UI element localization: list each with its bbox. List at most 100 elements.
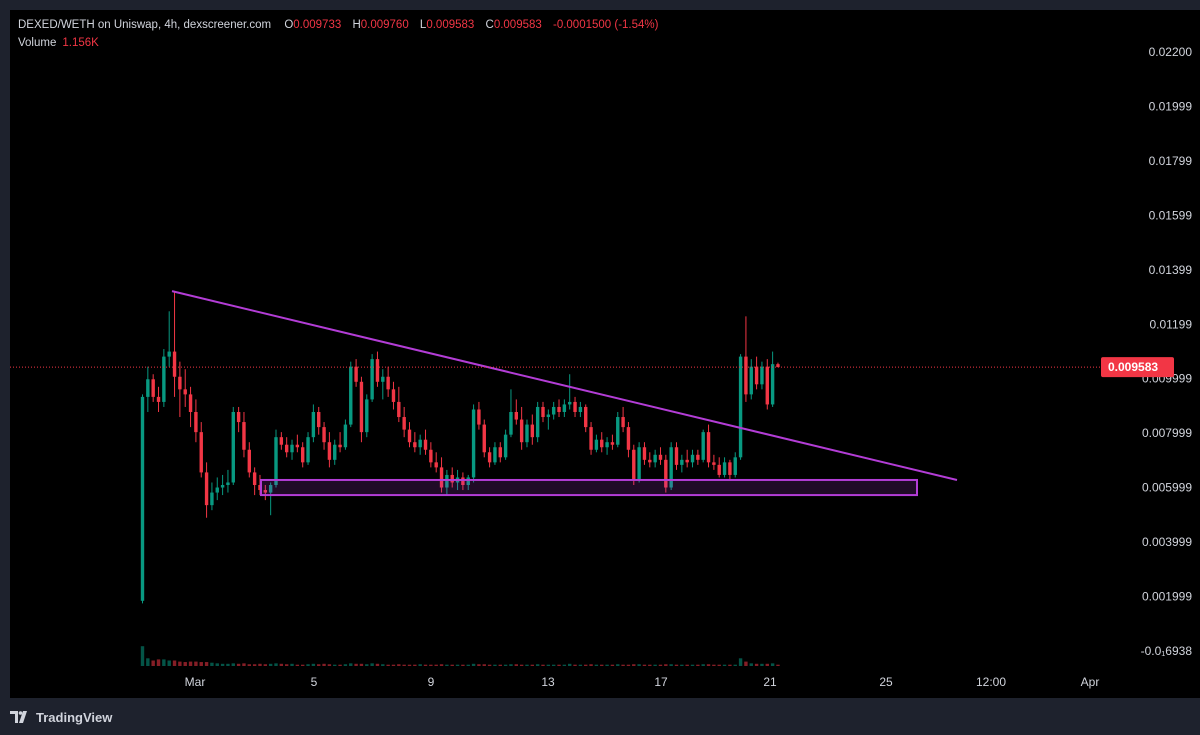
volume-bar [648, 664, 652, 666]
close-key: C [485, 19, 494, 31]
candle [210, 482, 214, 511]
candle [226, 469, 230, 493]
candle [391, 381, 396, 410]
candle [594, 434, 599, 453]
candle [760, 361, 764, 390]
candle [338, 432, 342, 453]
candle [407, 422, 412, 448]
candle [274, 429, 278, 488]
price-axis[interactable] [1100, 10, 1200, 668]
candle-body [354, 366, 358, 382]
candle-body [445, 474, 449, 488]
candle-body [461, 477, 465, 486]
volume-bar [156, 659, 161, 666]
volume-bar [680, 664, 684, 666]
volume-bar [573, 664, 577, 666]
volume-legend: Volume 1.156K [18, 37, 99, 49]
candle [327, 432, 332, 468]
last-price-label: 0.009583 [1108, 360, 1158, 374]
time-axis-labels: Mar 5 9 13 17 21 25 12:00 Apr [185, 675, 1100, 689]
candle-body [498, 447, 502, 458]
volume-bar [236, 663, 241, 666]
candle [717, 457, 721, 478]
candle-body [562, 404, 567, 412]
candle-body [333, 444, 337, 460]
price-tick-label: 0.01399 [1149, 263, 1193, 277]
candle [386, 366, 390, 397]
candle-body [605, 442, 609, 448]
candle [439, 457, 444, 493]
volume-bar [349, 663, 353, 666]
time-axis[interactable] [10, 668, 1200, 698]
candle-body [600, 439, 604, 448]
volume-bar [653, 664, 657, 666]
chart-plot-area[interactable] [10, 10, 1100, 668]
time-tick-label: 5 [311, 675, 318, 689]
candle [461, 472, 465, 491]
candle [284, 437, 289, 458]
candle [263, 485, 268, 501]
candle-body [381, 376, 385, 382]
candle [167, 311, 171, 367]
candle [375, 351, 380, 387]
volume-bar [535, 664, 540, 666]
volume-label[interactable]: Volume [18, 37, 57, 49]
candle-body [146, 379, 150, 397]
candle [140, 394, 145, 604]
volume-bar [605, 664, 609, 666]
candle [242, 411, 246, 458]
candle-body [551, 406, 556, 415]
candle-body [514, 411, 518, 420]
support-zone-rectangle[interactable] [260, 478, 918, 497]
candle [413, 432, 417, 453]
price-tick-label: 0.001999 [1142, 590, 1192, 604]
volume-bar [562, 664, 567, 666]
candle-body [664, 459, 668, 488]
tradingview-attribution[interactable]: TradingView [10, 706, 112, 728]
volume-bar [311, 663, 316, 666]
candle-body [301, 447, 305, 463]
chart-legend: DEXED/WETH on Uniswap, 4h, dexscreener.c… [18, 19, 666, 31]
candle [685, 449, 689, 468]
volume-bar [220, 663, 225, 666]
candle-body [194, 411, 198, 433]
volume-histogram [140, 646, 780, 666]
candle-body [423, 439, 428, 450]
candle-body [658, 454, 663, 460]
candle-body [407, 429, 412, 443]
volume-bar [215, 663, 219, 666]
volume-bar [231, 663, 235, 666]
price-tick-label: 0.01799 [1149, 154, 1193, 168]
candle-body [226, 482, 230, 486]
candle-body [391, 389, 396, 402]
candle [568, 374, 572, 410]
volume-bar [397, 664, 401, 666]
volume-bar [391, 664, 396, 666]
candle [487, 447, 492, 468]
tradingview-brand: TradingView [36, 709, 113, 725]
volume-bar [290, 663, 294, 666]
candle [268, 482, 273, 516]
candle [466, 474, 470, 491]
symbol-title[interactable]: DEXED/WETH on Uniswap, 4h, dexscreener.c… [18, 19, 272, 31]
descending-trendline[interactable] [171, 290, 958, 481]
candle-body [744, 356, 748, 395]
candle [381, 369, 385, 400]
volume-bar [317, 664, 321, 666]
volume-bar [455, 664, 460, 666]
candle-body [509, 411, 513, 435]
volume-bar [503, 664, 508, 666]
candle [503, 429, 508, 460]
volume-bar [551, 664, 556, 666]
candle-body [530, 424, 535, 438]
volume-bar [183, 662, 187, 666]
candles [140, 291, 780, 604]
volume-bar [226, 663, 230, 666]
candle-body [754, 366, 759, 385]
volume-bar [690, 664, 695, 666]
candle-body [162, 356, 166, 402]
candle [477, 401, 481, 430]
candle [573, 396, 577, 418]
candle [434, 452, 438, 473]
